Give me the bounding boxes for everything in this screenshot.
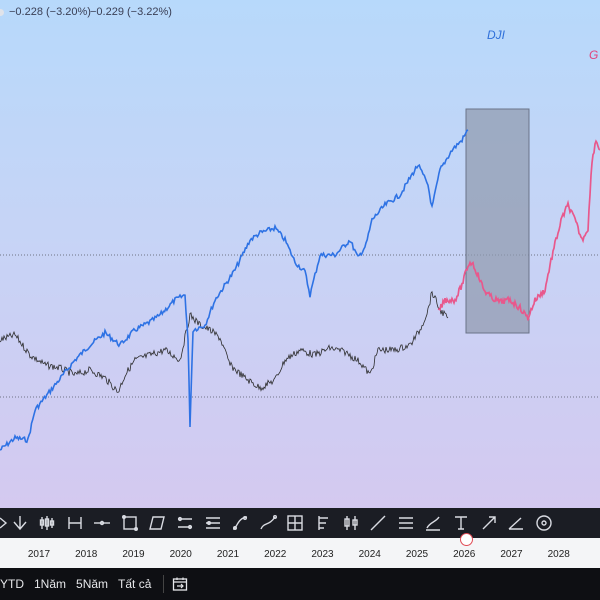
path-icon[interactable] [256, 511, 279, 535]
dji-series-line [0, 129, 469, 451]
year-label: 2027 [500, 549, 523, 560]
chart-canvas[interactable] [0, 0, 600, 508]
year-label: 2028 [547, 549, 570, 560]
black-series-line [0, 290, 449, 393]
legend-dot [0, 9, 4, 16]
long-position-icon[interactable] [63, 511, 86, 535]
curve-icon[interactable] [229, 511, 252, 535]
calendar-compare-icon[interactable] [172, 576, 188, 592]
drawing-toolbar [0, 508, 600, 538]
brush-icon[interactable] [422, 511, 445, 535]
year-label: 2021 [216, 549, 240, 560]
fib-icon[interactable] [312, 511, 335, 535]
candles-icon[interactable] [36, 511, 59, 535]
range-all-button[interactable]: Tất cả [118, 577, 152, 591]
rectangle-icon[interactable] [118, 511, 141, 535]
current-time-marker [460, 533, 473, 546]
angle-icon[interactable] [505, 511, 528, 535]
grid-icon[interactable] [284, 511, 307, 535]
horizontal-lines-icon[interactable] [394, 511, 417, 535]
candle-pattern-icon[interactable] [339, 511, 362, 535]
year-label: 2019 [122, 549, 145, 560]
circle-icon[interactable] [532, 511, 555, 535]
year-label: 2022 [264, 549, 287, 560]
year-label: 2017 [27, 549, 51, 560]
horizontal-line-icon[interactable] [91, 511, 114, 535]
legend-change-pct: −0.229 (−3.22%) [90, 6, 172, 18]
g-series-label: G [589, 48, 599, 62]
parallelogram-icon[interactable] [146, 511, 169, 535]
year-label: 2018 [75, 549, 98, 560]
year-label: 2023 [311, 549, 334, 560]
time-axis[interactable]: 2017 2018 2019 2020 2021 2022 2023 2024 2025 2026… [0, 533, 600, 568]
year-label: 2025 [405, 549, 429, 560]
range-bar: YTD 1Năm 5Năm Tất cả [0, 568, 600, 600]
channel-icon[interactable] [201, 511, 224, 535]
trend-line-icon[interactable] [367, 511, 390, 535]
divider [163, 575, 165, 593]
down-arrow-icon[interactable] [8, 511, 31, 535]
year-label: 2026 [453, 549, 476, 560]
chart-pane[interactable]: −0.228 (−3.20%) −0.229 (−3.22%) DJI G [0, 0, 600, 508]
toolbar-edge [0, 511, 8, 535]
range-ytd-button[interactable]: YTD [0, 577, 24, 591]
year-label: 2024 [358, 549, 381, 560]
highlight-rectangle[interactable] [465, 108, 530, 334]
parallel-channel-icon[interactable] [174, 511, 197, 535]
arrow-icon[interactable] [477, 511, 500, 535]
range-1y-button[interactable]: 1Năm [34, 577, 67, 591]
forecast-series-line [437, 139, 600, 321]
dji-series-label: DJI [487, 28, 505, 42]
text-tool-icon[interactable] [450, 511, 473, 535]
legend-change-abs: −0.228 (−3.20%) [9, 6, 91, 18]
range-5y-button[interactable]: 5Năm [76, 577, 109, 591]
year-label: 2020 [169, 549, 192, 560]
